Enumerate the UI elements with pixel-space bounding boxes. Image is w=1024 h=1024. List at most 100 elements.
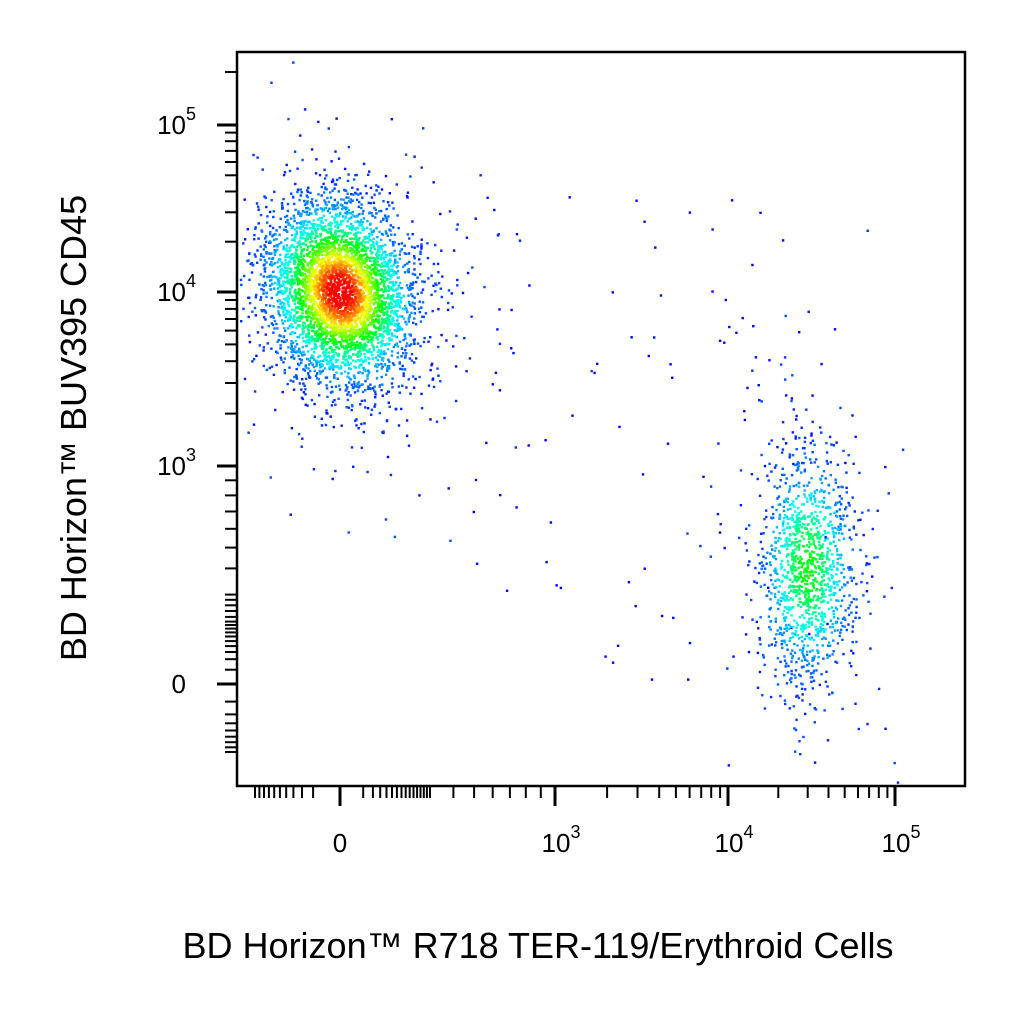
event-dot: [335, 117, 338, 120]
event-dot: [277, 290, 280, 294]
event-dot: [365, 271, 368, 275]
event-dot: [283, 371, 286, 375]
event-dot: [337, 332, 340, 335]
event-dot: [826, 506, 829, 510]
event-dot: [357, 386, 360, 389]
event-dot: [299, 194, 302, 197]
event-dot: [256, 261, 259, 264]
event-dot: [367, 323, 370, 327]
event-dot: [830, 568, 834, 571]
event-dot: [806, 650, 809, 653]
event-dot: [330, 385, 334, 389]
event-dot: [472, 510, 475, 514]
event-dot: [807, 603, 810, 607]
event-dot: [808, 540, 811, 544]
event-dot: [248, 340, 252, 344]
event-dot: [827, 558, 831, 561]
event-dot: [395, 335, 398, 339]
event-dot: [349, 362, 352, 365]
event-dot: [358, 328, 361, 331]
event-dot: [364, 348, 367, 351]
event-dot: [338, 246, 341, 249]
event-dot: [391, 386, 394, 389]
event-dot: [345, 387, 348, 391]
event-dot: [364, 321, 367, 325]
event-dot: [390, 306, 393, 309]
event-dot: [362, 302, 366, 306]
event-dot: [359, 192, 362, 195]
event-dot: [271, 282, 274, 286]
event-dot: [307, 252, 311, 255]
event-dot: [357, 242, 360, 245]
event-dot: [247, 431, 250, 434]
event-dot: [361, 359, 365, 363]
event-dot: [687, 678, 690, 681]
event-dot: [317, 262, 320, 266]
event-dot: [829, 626, 832, 629]
event-dot: [307, 363, 311, 366]
event-dot: [302, 326, 306, 330]
event-dot: [751, 369, 754, 372]
event-dot: [356, 215, 359, 218]
event-dot: [799, 600, 802, 604]
event-dot: [767, 615, 771, 618]
event-dot: [404, 153, 408, 156]
event-dot: [385, 316, 388, 319]
event-dot: [832, 650, 835, 653]
event-dot: [375, 184, 378, 187]
event-dot: [343, 167, 347, 171]
event-dot: [285, 299, 288, 302]
event-dot: [788, 707, 791, 710]
event-dot: [758, 670, 762, 674]
event-dot: [304, 273, 307, 276]
event-dot: [300, 300, 304, 303]
event-dot: [363, 249, 366, 252]
event-dot: [805, 571, 809, 574]
event-dot: [297, 354, 300, 358]
event-dot: [399, 326, 402, 330]
event-dot: [307, 329, 310, 332]
event-dot: [385, 219, 388, 223]
event-dot: [791, 558, 794, 561]
event-dot: [272, 373, 276, 376]
event-dot: [452, 249, 456, 252]
event-dot: [349, 324, 352, 328]
event-dot: [277, 306, 280, 309]
event-dot: [374, 365, 377, 368]
event-dot: [304, 219, 308, 223]
event-dot: [815, 617, 818, 621]
event-dot: [423, 280, 426, 284]
event-dot: [327, 360, 330, 364]
event-dot: [284, 266, 287, 269]
event-dot: [321, 359, 325, 363]
event-dot: [830, 631, 833, 634]
event-dot: [800, 627, 803, 631]
event-dot: [273, 253, 277, 256]
event-dot: [823, 496, 826, 500]
event-dot: [421, 288, 425, 291]
event-dot: [301, 209, 305, 213]
event-dot: [354, 322, 357, 325]
event-dot: [429, 336, 432, 339]
event-dot: [339, 342, 343, 345]
event-dot: [349, 201, 352, 204]
event-dot: [396, 309, 399, 313]
event-dot: [869, 647, 872, 650]
event-dot: [303, 220, 306, 223]
event-dot: [763, 583, 766, 587]
event-dot: [286, 273, 289, 276]
event-dot: [396, 326, 399, 329]
event-dot: [310, 230, 314, 233]
event-dot: [890, 586, 893, 590]
event-dot: [322, 330, 325, 333]
event-dot: [243, 238, 247, 241]
event-dot: [820, 489, 823, 492]
event-dot: [304, 284, 307, 288]
event-dot: [356, 346, 360, 350]
event-dot: [375, 259, 378, 263]
event-dot: [356, 238, 359, 241]
event-dot: [278, 233, 281, 236]
event-dot: [369, 244, 373, 247]
event-dot: [349, 259, 352, 262]
event-dot: [367, 317, 370, 320]
